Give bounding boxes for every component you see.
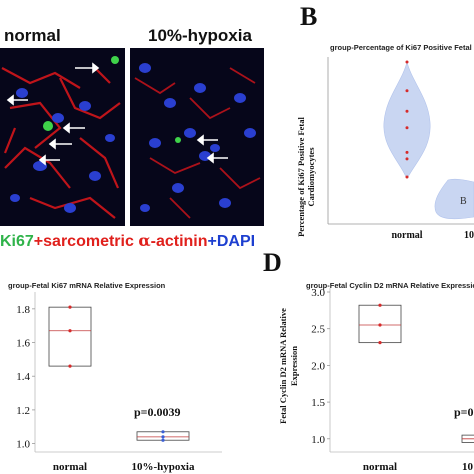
violin-point — [405, 126, 409, 130]
panel-c-yticks: 1.8 1.6 1.4 1.2 1.0 — [16, 304, 35, 451]
micrograph-normal — [0, 48, 125, 226]
panel-b-title: group-Percentage of Ki67 Positive Fetal … — [330, 43, 474, 52]
violin-point — [405, 175, 409, 179]
panel-c-xlabel-hypoxia: 10%-hypoxia — [132, 461, 195, 473]
y-tick-label: 3.0 — [311, 287, 325, 299]
panel-c-chart: 1.8 1.6 1.4 1.2 1.0 p=0.0039 normal 10%-hypo… — [16, 292, 222, 473]
legend-alpha: α — [138, 231, 151, 250]
panel-b-cut-text: B — [460, 196, 467, 207]
y-tick-label: 1.6 — [16, 338, 30, 350]
y-tick-label: 1.8 — [16, 304, 30, 316]
micrograph-hypoxia — [130, 48, 264, 226]
panel-letter-b: B — [300, 2, 318, 31]
violin-points — [405, 60, 409, 179]
y-tick-label: 1.4 — [16, 371, 30, 383]
micrograph-label-normal: normal — [4, 26, 61, 45]
panel-d-pvalue: p=0 — [454, 405, 474, 419]
panel-b-ylabel-1: Percentage of Ki67 Positive Fetal — [296, 116, 306, 236]
legend-ki67: Ki67 — [0, 233, 34, 250]
micrograph-normal-image — [0, 48, 125, 226]
box-point — [68, 305, 72, 309]
panel-d-yticks: 3.0 2.5 2.0 1.5 1.0 — [311, 287, 330, 446]
box-point — [161, 430, 165, 434]
panel-d-xlabel-normal: normal — [363, 461, 397, 473]
violin-point — [405, 60, 409, 64]
panel-d-chart: Fetal Cyclin D2 mRNA Relative Expression… — [278, 287, 474, 473]
violin-hypoxia — [434, 178, 474, 220]
y-tick-label: 2.0 — [311, 360, 325, 372]
y-tick-label: 1.0 — [311, 434, 325, 446]
box — [48, 306, 92, 367]
stain-legend: Ki67+sarcometric α-actinin+DAPI — [0, 231, 255, 251]
box-point — [68, 364, 72, 368]
legend-plus-2: + — [207, 233, 217, 250]
panel-letter-d: D — [263, 248, 282, 277]
y-tick-label: 2.5 — [311, 324, 325, 336]
legend-plus-1: + — [33, 233, 44, 250]
panel-b-ylabel-2: Cardiomyocytes — [306, 147, 316, 207]
y-tick-label: 1.0 — [16, 439, 30, 451]
panel-c-title: group-Fetal Ki67 mRNA Relative Expressio… — [8, 281, 166, 290]
box-point — [68, 329, 72, 333]
violin-point — [405, 89, 409, 93]
panel-c-boxes — [48, 305, 190, 442]
legend-sarcometric: sarcometric — [43, 233, 134, 250]
panel-b-chart: Percentage of Ki67 Positive Fetal Cardio… — [296, 57, 474, 241]
y-tick-label: 1.2 — [16, 405, 30, 417]
legend-actinin: -actinin — [150, 233, 208, 250]
box-point — [161, 435, 165, 439]
panel-d-xlabel-hypoxia: 10 — [462, 461, 474, 473]
box-point — [161, 438, 165, 442]
box-point — [378, 341, 382, 345]
micrograph-hypoxia-image — [130, 48, 264, 226]
micrograph-label-hypoxia: 10%-hypoxia — [148, 26, 252, 45]
panel-d-boxes — [358, 303, 474, 443]
violin-point — [405, 157, 409, 161]
legend-dapi: DAPI — [216, 233, 256, 250]
panel-b-xlabel-normal: normal — [391, 230, 422, 241]
box-point — [378, 303, 382, 307]
y-tick-label: 1.5 — [311, 397, 325, 409]
violin-point — [405, 150, 409, 154]
violin-point — [405, 109, 409, 113]
panel-c-pvalue: p=0.0039 — [134, 405, 181, 419]
panel-c-xlabel-normal: normal — [53, 461, 87, 473]
panel-d-ylabel-2: Expression — [289, 346, 299, 386]
box-point — [378, 323, 382, 327]
panel-b-xlabel-hypoxia: 10% — [464, 230, 474, 241]
panel-d-title: group-Fetal Cyclin D2 mRNA Relative Expr… — [306, 281, 474, 290]
panel-d-ylabel-1: Fetal Cyclin D2 mRNA Relative — [278, 308, 288, 424]
